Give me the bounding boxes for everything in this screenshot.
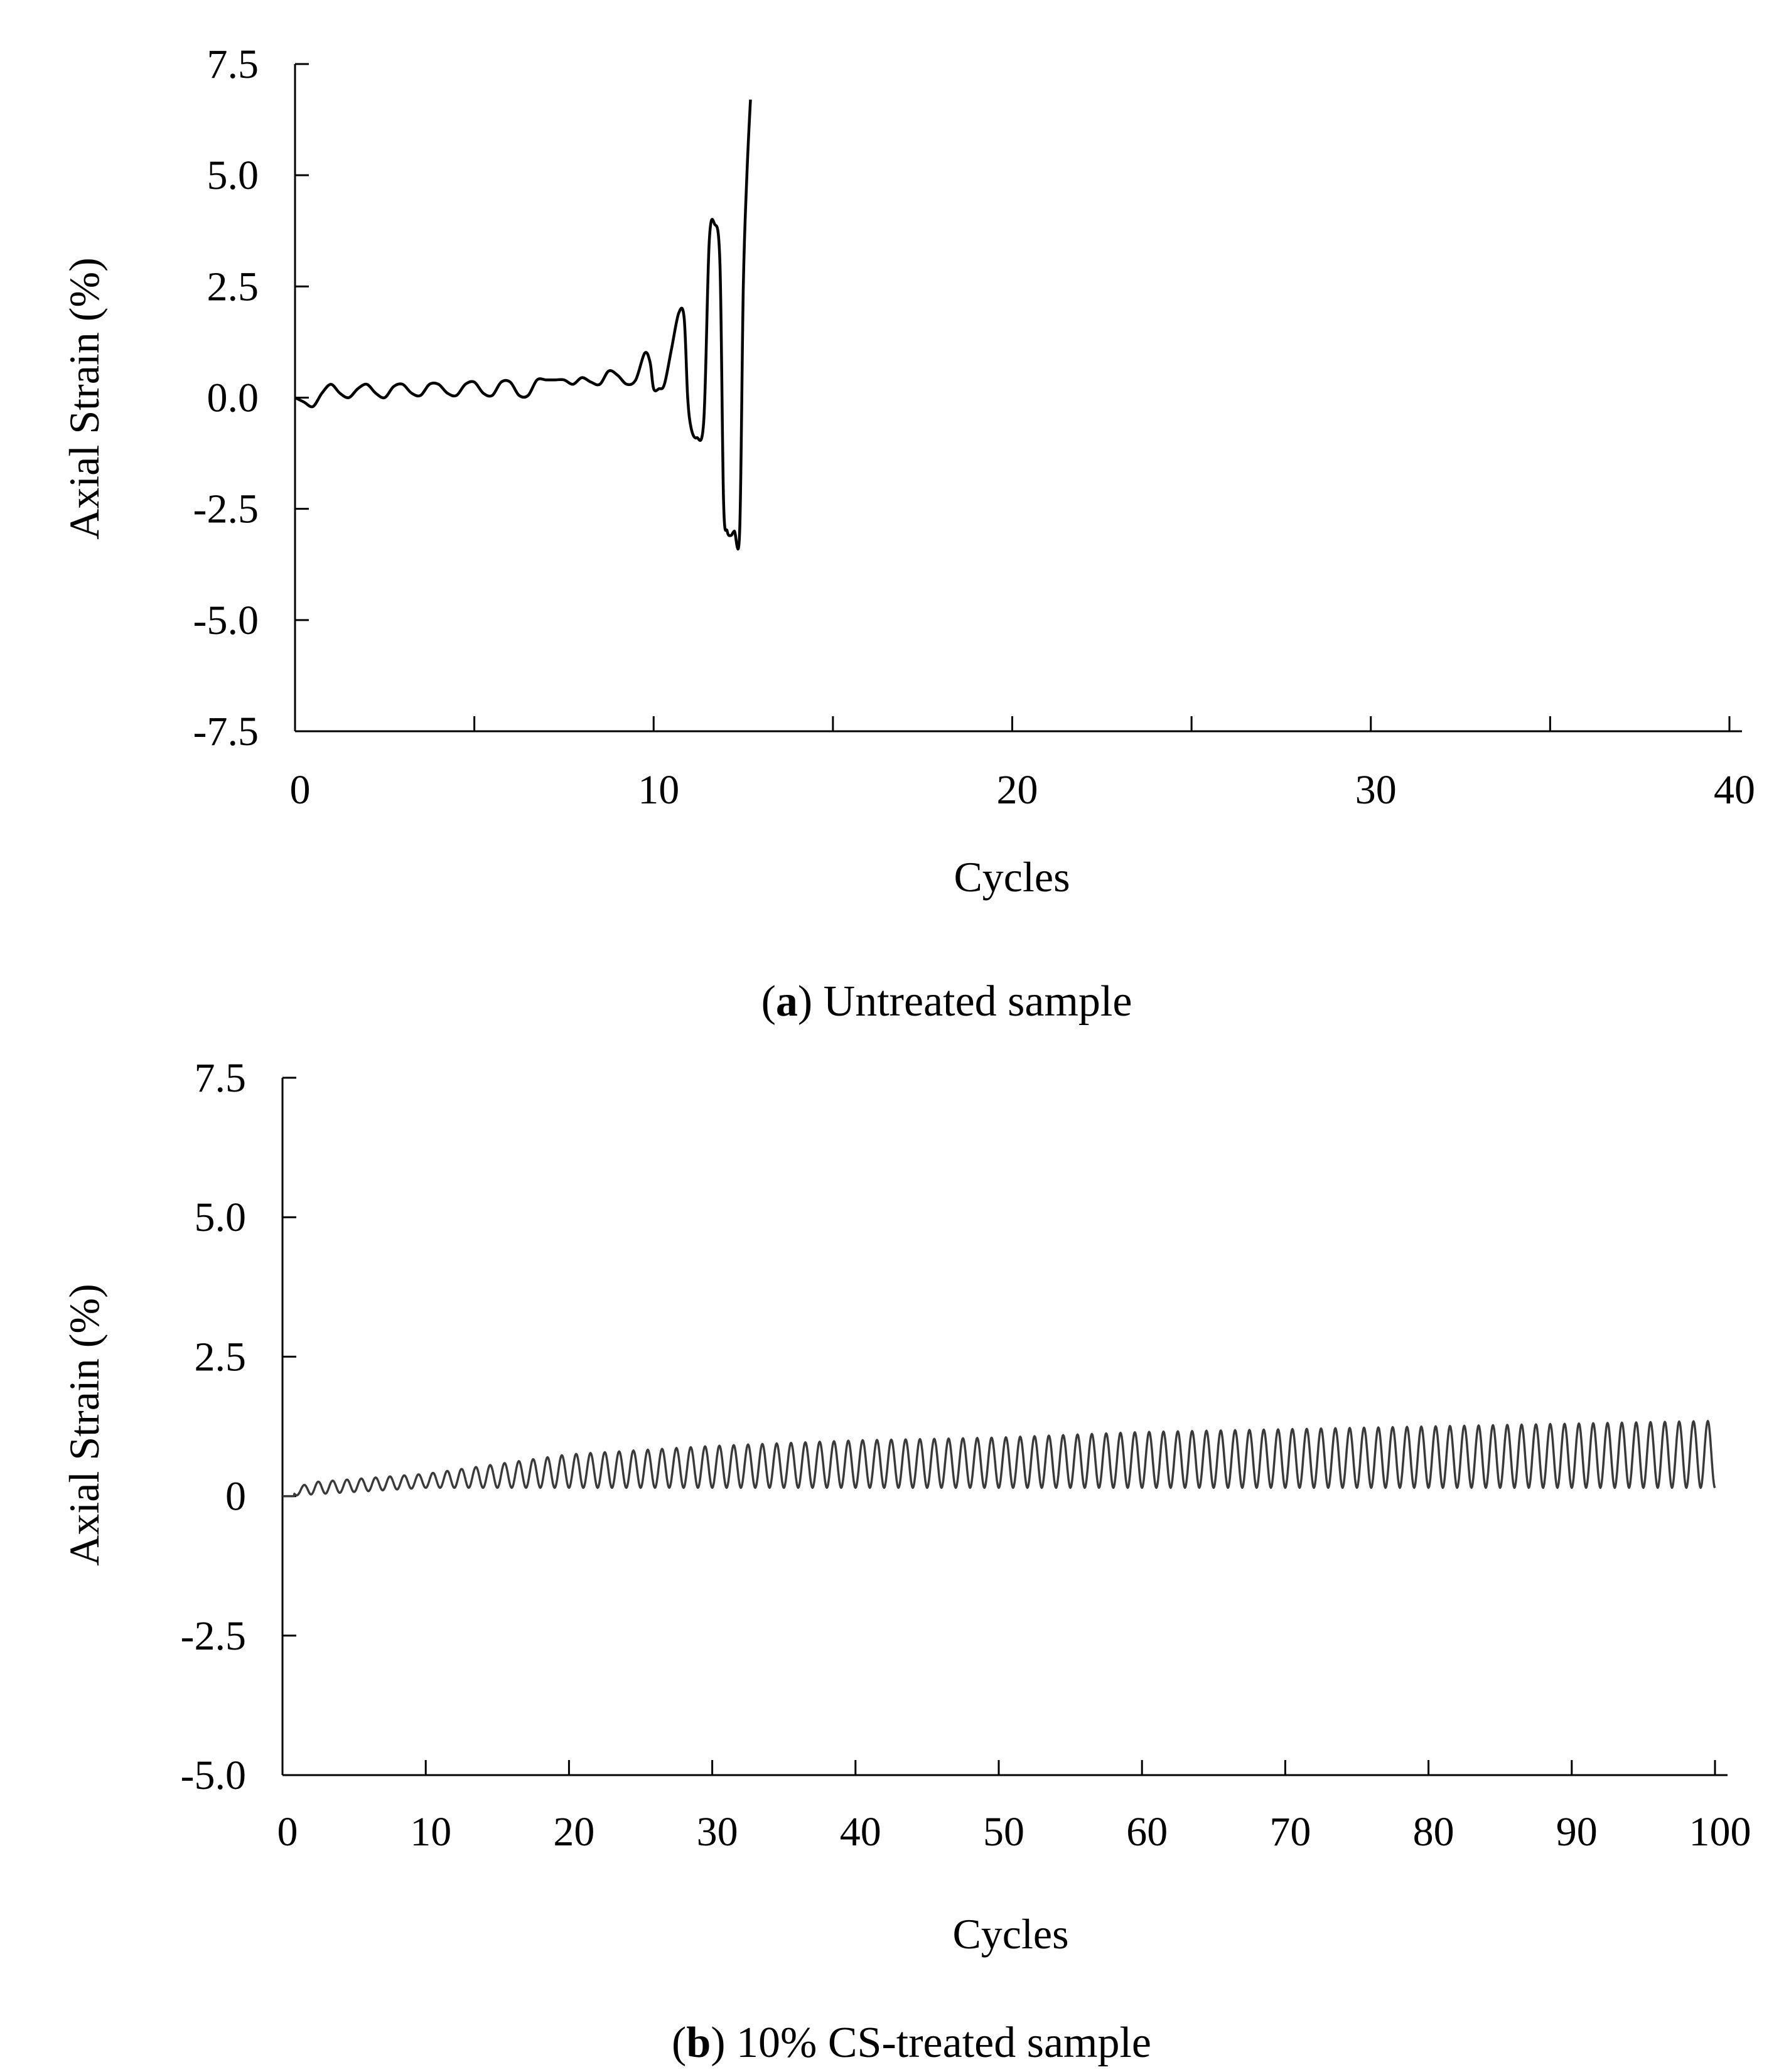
panel-a-caption: (a) Untreated sample xyxy=(761,977,1132,1026)
panel-b-x-tick-label: 40 xyxy=(840,1809,881,1855)
panel-b-series-line xyxy=(282,1420,1716,1498)
panel-b-x-tick-label: 90 xyxy=(1556,1809,1598,1855)
panel-b-x-tick-label: 30 xyxy=(697,1809,738,1855)
panel-b-caption: (b) 10% CS-treated sample xyxy=(672,2019,1151,2067)
panel-a-caption-text: ) Untreated sample xyxy=(798,977,1132,1026)
panel-a-y-tick-label: 2.5 xyxy=(207,264,259,309)
panel-b-x-tick-label: 20 xyxy=(553,1809,594,1855)
panel-b-y-tick-label: 7.5 xyxy=(195,1055,247,1101)
panel-b-x-tick-label: 100 xyxy=(1689,1809,1751,1855)
panel-b-x-tick-label: 10 xyxy=(410,1809,451,1855)
panel-b-y-tick-label: 0 xyxy=(225,1474,246,1520)
panel-a-x-tick-label: 40 xyxy=(1714,767,1755,813)
panel-a-y-tick-label: -2.5 xyxy=(193,486,259,532)
panel-a-x-tick-label: 0 xyxy=(290,767,311,813)
panel-a-y-tick-label: -5.0 xyxy=(193,598,259,643)
panel-a-y-ticks: 7.5 5.0 2.5 0.0 -2.5 -5.0 -7.5 xyxy=(193,41,309,754)
panel-a-y-tick-label: 5.0 xyxy=(207,153,259,198)
panel-b-x-tick-label: 60 xyxy=(1126,1809,1168,1855)
panel-b-axes xyxy=(281,1078,1728,1776)
panel-a-series-line xyxy=(294,99,752,550)
panel-b-caption-label: b xyxy=(686,2019,711,2067)
panel-a-x-ticks: 0 10 20 30 40 xyxy=(290,716,1755,813)
panel-b-x-tick-label: 50 xyxy=(983,1809,1024,1855)
panel-b-x-axis-title: Cycles xyxy=(952,1910,1068,1958)
panel-a-x-tick-label: 10 xyxy=(638,767,679,813)
panel-b-y-tick-label: -5.0 xyxy=(181,1753,246,1798)
panel-b-x-tick-label: 80 xyxy=(1413,1809,1454,1855)
panel-a: 7.5 5.0 2.5 0.0 -2.5 -5.0 -7.5 0 10 20 30 40 Axial… xyxy=(60,41,1755,1026)
panel-a-y-tick-label: -7.5 xyxy=(193,709,259,754)
panel-b-x-ticks: 0 10 20 30 40 50 60 70 80 90 100 xyxy=(277,1760,1751,1855)
panel-a-caption-open: ( xyxy=(761,977,776,1026)
panel-b-y-ticks: 7.5 5.0 2.5 0 -2.5 -5.0 xyxy=(181,1055,296,1798)
panel-b-y-tick-label: -2.5 xyxy=(181,1613,246,1659)
panel-b-caption-open: ( xyxy=(672,2019,686,2067)
panel-b-y-axis-title: Axial Strain (%) xyxy=(60,1284,108,1565)
panel-b-y-tick-label: 2.5 xyxy=(195,1334,247,1380)
panel-a-y-tick-label: 7.5 xyxy=(207,41,259,87)
panel-a-x-axis-title: Cycles xyxy=(954,853,1070,901)
panel-a-x-tick-label: 30 xyxy=(1355,767,1397,813)
panel-a-y-tick-label: 0.0 xyxy=(207,375,259,421)
panel-a-caption-label: a xyxy=(776,977,798,1026)
panel-b-x-tick-label: 70 xyxy=(1269,1809,1311,1855)
panel-b-y-tick-label: 5.0 xyxy=(195,1194,247,1240)
panel-b-caption-text: ) 10% CS-treated sample xyxy=(711,2019,1151,2067)
panel-a-y-axis-title: Axial Strain (%) xyxy=(60,257,108,539)
panel-b-x-tick-label: 0 xyxy=(277,1809,298,1855)
panel-a-x-tick-label: 20 xyxy=(997,767,1038,813)
panel-b: 7.5 5.0 2.5 0 -2.5 -5.0 0 10 20 30 40 50 60 70 80 90 10… xyxy=(60,1055,1751,2067)
panel-a-axes xyxy=(294,64,1742,733)
